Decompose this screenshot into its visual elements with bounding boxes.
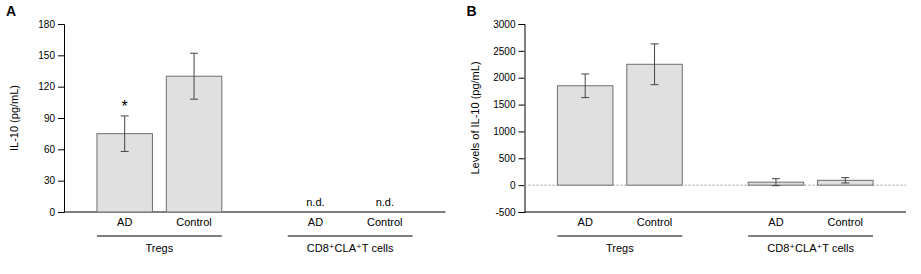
y-tick-mark [58,87,64,88]
y-tick-label: 3000 [493,19,516,30]
y-tick-mark [519,185,525,186]
y-tick: 1500 [493,99,524,110]
y-tick-mark [519,51,525,52]
annotation: n.d. [376,196,394,208]
y-tick-label: 1000 [493,126,516,137]
error-bar [841,178,849,183]
y-tick: 0 [510,180,525,191]
y-tick-label: 60 [44,144,56,155]
group-bracket [288,236,413,237]
y-tick: 120 [38,81,64,92]
category-label: Control [828,216,863,228]
annotation: * [122,98,128,115]
y-tick: 2000 [493,72,524,83]
y-tick-label: 90 [44,113,56,124]
category-label: Control [176,216,211,228]
y-tick-label: 2000 [493,72,516,83]
y-tick: 1000 [493,126,524,137]
y-axis-line [58,25,65,213]
y-tick: 2500 [493,46,524,57]
y-tick-mark [58,118,64,119]
panel: 0 30 60 90 120 150 180 AD Control * Tregs AD Control… [6,3,446,254]
group-bracket [97,236,222,237]
figure: 0 30 60 90 120 150 180 AD Control * Tregs AD Control… [0,0,921,274]
annotation: n.d. [306,196,324,208]
y-tick-label: 0 [49,207,55,218]
y-tick-mark [58,24,64,25]
plot-area: -500 0 500 1000 1500 2000 2500 3000 AD Control Tre… [469,19,907,254]
y-tick: 0 [49,207,64,218]
plot-area: 0 30 60 90 120 150 180 AD Control * Tregs AD Control… [8,19,446,254]
y-axis-title: Levels of IL-10 (pg/mL) [469,61,481,174]
y-tick-mark [519,131,525,132]
error-bar [772,179,780,186]
y-tick-mark [519,212,525,213]
category-label: AD [578,216,593,228]
y-tick-mark [519,158,525,159]
y-tick-label: 150 [38,50,55,61]
y-axis: -500 0 500 1000 1500 2000 2500 3000 [493,19,525,218]
group-label: Tregs [606,242,634,254]
panel-label: A [6,3,16,19]
x-axis-line [525,212,907,213]
y-tick: 150 [38,50,64,61]
error-bar [651,44,659,85]
panel-label: B [467,3,477,19]
y-tick-label: 500 [499,153,516,164]
y-tick-label: -500 [495,207,515,218]
category-label: AD [768,216,783,228]
y-tick: -500 [495,207,524,218]
category-label: Control [637,216,672,228]
category-label: AD [308,216,323,228]
y-tick-label: 30 [44,175,56,186]
group-label: CD8⁺CLA⁺T cells [767,242,854,254]
error-bar [121,116,129,152]
y-tick-label: 2500 [493,46,516,57]
group-label: CD8⁺CLA⁺T cells [307,242,394,254]
group-bracket [557,236,682,237]
marks [557,44,873,186]
y-tick: 90 [44,113,64,124]
y-axis: 0 30 60 90 120 150 180 [38,19,64,218]
group-label: Tregs [146,242,174,254]
labels: AD Control Tregs AD Control CD8⁺CLA⁺T cells [557,216,873,254]
category-label: AD [117,216,132,228]
y-tick-mark [58,55,64,56]
y-tick-mark [519,24,525,25]
error-bar [190,53,198,99]
labels: AD Control * Tregs AD Control n.d. n.d. CD8⁺CLA⁺… [97,98,413,254]
y-tick: 30 [44,175,64,186]
bar [557,86,612,185]
y-tick-mark [58,149,64,150]
y-axis-line [519,25,526,213]
y-tick-label: 1500 [493,99,516,110]
y-tick: 180 [38,19,64,30]
y-tick: 60 [44,144,64,155]
y-tick-label: 0 [510,180,516,191]
y-tick: 3000 [493,19,524,30]
marks [97,53,222,212]
y-tick-mark [58,212,64,213]
category-label: Control [367,216,402,228]
group-bracket [748,236,873,237]
error-bar [581,74,589,98]
y-tick: 500 [499,153,525,164]
y-tick-mark [519,105,525,106]
y-tick-label: 180 [38,19,55,30]
panel: -500 0 500 1000 1500 2000 2500 3000 AD Control Tre… [467,3,907,254]
y-tick-label: 120 [38,81,55,92]
y-tick-mark [58,181,64,182]
y-tick-mark [519,78,525,79]
y-axis-title: IL-10 (pg/mL) [8,85,20,151]
